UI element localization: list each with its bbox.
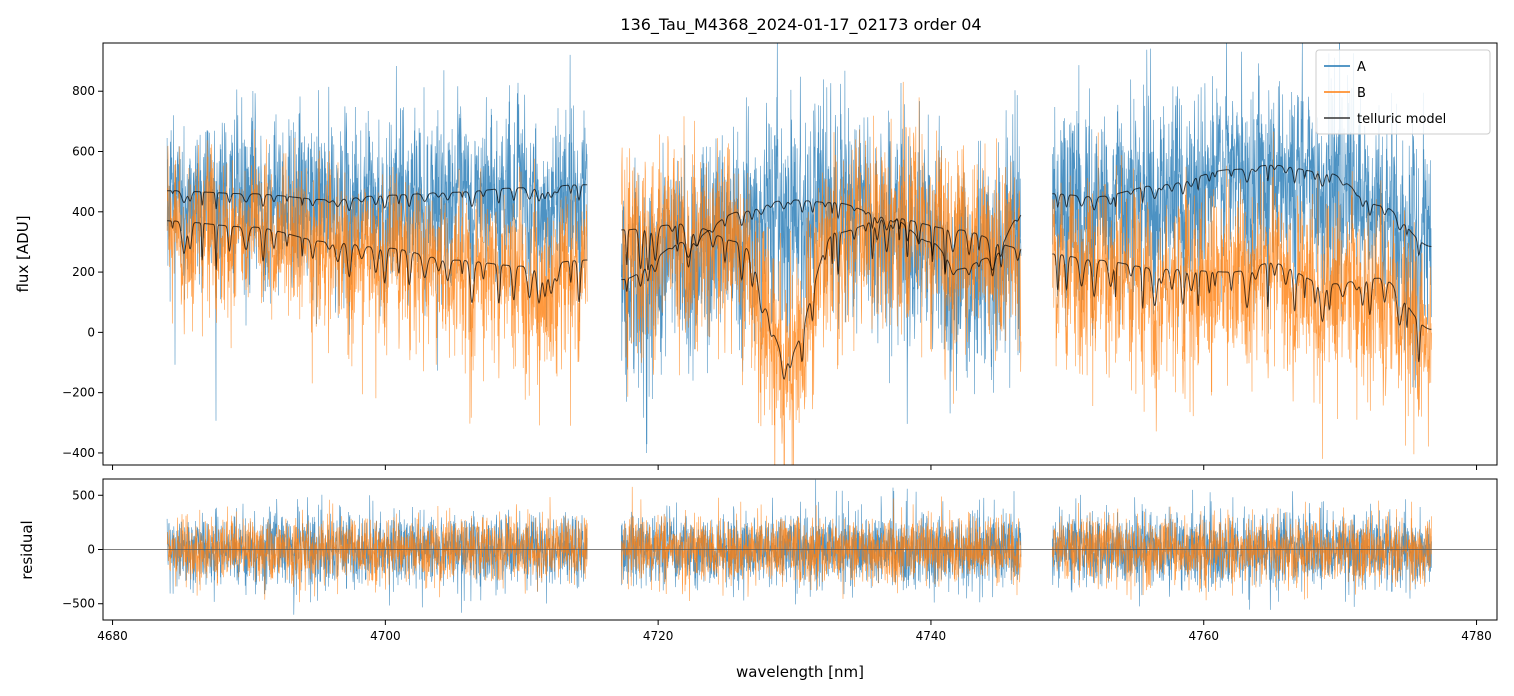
flux-b-segment-3: [1052, 131, 1432, 459]
flux-ytick-label: 600: [72, 145, 95, 159]
xtick-label: 4680: [97, 629, 128, 643]
flux-y-ticks: −400 −200 0 200 400 600 800: [62, 84, 103, 460]
residual-ytick-label: 500: [72, 488, 95, 502]
flux-axes-frame: [102, 42, 1498, 466]
x-axis-label: wavelength [nm]: [736, 663, 864, 681]
xtick-label: 4780: [1461, 629, 1492, 643]
flux-ylabel: flux [ADU]: [14, 215, 32, 292]
residual-b-segment-1: [166, 497, 588, 603]
flux-x-ticks: [112, 465, 1478, 470]
flux-ytick-label: 400: [72, 205, 95, 219]
xtick-label: 4760: [1188, 629, 1219, 643]
flux-ytick-label: −200: [62, 386, 95, 400]
flux-panel: −400 −200 0 200 400 600 800 flux [ADU] A B tel…: [14, 42, 1498, 470]
telluric-model-a-segment-2: [621, 199, 1022, 292]
legend-label-b: B: [1357, 86, 1366, 101]
flux-ytick-label: 0: [87, 325, 95, 339]
residual-b-segment-3: [1052, 500, 1432, 601]
xtick-label: 4700: [370, 629, 401, 643]
xtick-label: 4740: [916, 629, 947, 643]
telluric-model-b-segment-3: [1052, 253, 1432, 363]
residual-x-ticks: 4680 4700 4720 4740 4760 4780: [97, 620, 1492, 643]
xtick-label: 4720: [643, 629, 674, 643]
telluric-model-b-segment-1: [167, 220, 588, 305]
telluric-model-a-segment-3: [1052, 164, 1432, 257]
residual-panel: −500 0 500 4680 4700 4720 4740 4760 4780 residu…: [18, 478, 1498, 643]
flux-ytick-label: 800: [72, 84, 95, 98]
legend: A B telluric model: [1315, 49, 1491, 135]
telluric-model-b-segment-2: [621, 218, 1022, 380]
residual-ytick-label: 0: [87, 543, 95, 557]
telluric-model-a-segment-1: [167, 184, 588, 211]
residual-y-ticks: −500 0 500: [62, 488, 103, 611]
chart-title: 136_Tau_M4368_2024-01-17_02173 order 04: [620, 15, 981, 35]
residual-ytick-label: −500: [62, 597, 95, 611]
legend-label-a: A: [1357, 60, 1366, 75]
residual-ylabel: residual: [18, 520, 36, 579]
residual-b-segment-2: [621, 486, 1022, 602]
flux-ytick-label: −400: [62, 446, 95, 460]
residual-plot-area: [103, 479, 1497, 615]
flux-plot-area: [166, 43, 1432, 465]
flux-a-segment-3: [1052, 43, 1432, 388]
legend-label-model: telluric model: [1357, 112, 1446, 127]
flux-ytick-label: 200: [72, 265, 95, 279]
legend-box: [1315, 49, 1491, 135]
flux-a-segment-1: [166, 54, 588, 421]
